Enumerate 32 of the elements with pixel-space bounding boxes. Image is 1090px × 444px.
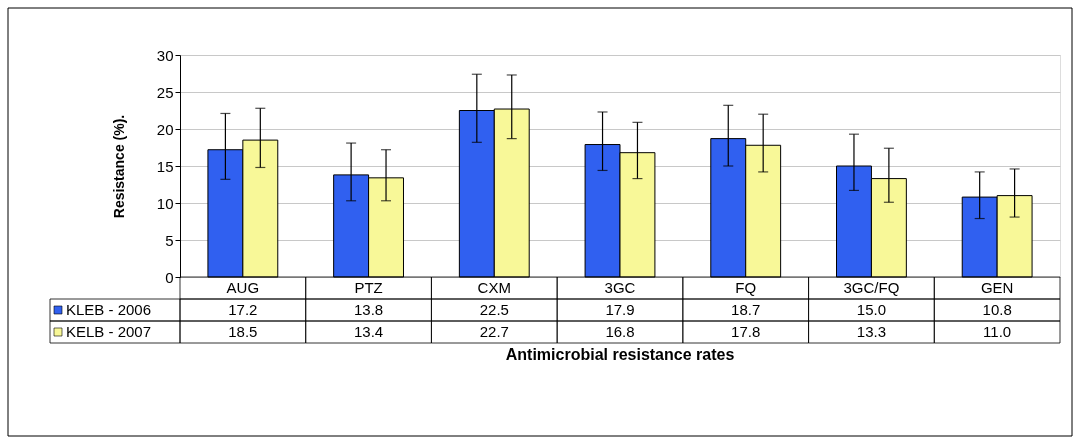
x-tick-label: 3GC/FQ <box>843 279 900 296</box>
y-tick-label: 15 <box>156 157 174 175</box>
y-tick-label: 5 <box>165 231 174 249</box>
y-tick-label: 10 <box>156 194 174 212</box>
data-label: 17.8 <box>731 323 761 340</box>
y-tick-label: 20 <box>156 120 174 138</box>
x-tick-label: 3GC <box>604 279 636 296</box>
data-label: 17.9 <box>605 301 635 318</box>
data-label: 22.5 <box>479 301 509 318</box>
data-label: 22.7 <box>479 323 509 340</box>
data-label: 10.8 <box>982 301 1012 318</box>
data-label: 15.0 <box>856 301 887 318</box>
data-label: 18.5 <box>228 323 258 340</box>
x-tick-label: GEN <box>980 279 1014 296</box>
x-tick-label: FQ <box>735 279 757 296</box>
legend-label: KELB - 2007 <box>66 323 152 340</box>
data-label: 13.4 <box>353 323 384 340</box>
x-tick-label: AUG <box>226 279 260 296</box>
x-axis-title: Antimicrobial resistance rates <box>505 346 735 363</box>
data-label: 13.8 <box>353 301 384 318</box>
x-tick-label: CXM <box>477 279 511 296</box>
legend-label: KLEB - 2006 <box>66 301 152 318</box>
x-tick-label: PTZ <box>354 279 383 296</box>
data-label: 16.8 <box>605 323 635 340</box>
y-tick-label: 25 <box>156 83 174 101</box>
y-tick-label: 30 <box>156 46 174 64</box>
data-label: 13.3 <box>856 323 887 340</box>
y-tick-label: 0 <box>165 268 174 286</box>
data-label: 18.7 <box>731 301 761 318</box>
data-label: 17.2 <box>228 301 258 318</box>
data-label: 11.0 <box>983 323 1012 340</box>
y-axis-title: Resistance (%). <box>110 114 127 219</box>
